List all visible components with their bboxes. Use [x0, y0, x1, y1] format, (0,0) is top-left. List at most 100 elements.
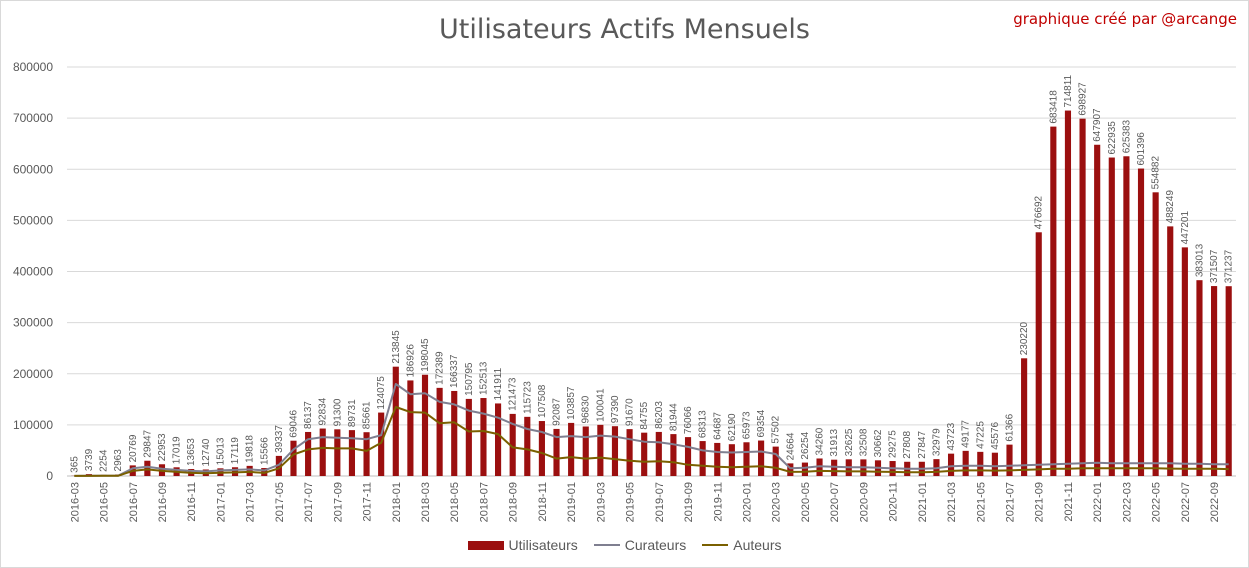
bar-utilisateurs [436, 387, 443, 476]
data-label-utilisateurs: 39337 [274, 425, 285, 453]
data-label-utilisateurs: 2963 [113, 449, 124, 472]
data-label-utilisateurs: 91670 [625, 398, 636, 426]
data-label-utilisateurs: 29847 [142, 429, 153, 457]
x-tick-label: 2019-07 [654, 482, 666, 522]
bar-utilisateurs [568, 422, 575, 476]
x-tick-label: 2019-03 [595, 482, 607, 522]
data-label-utilisateurs: 32979 [931, 428, 942, 456]
bar-utilisateurs [480, 398, 487, 476]
data-label-utilisateurs: 76066 [683, 406, 694, 434]
bar-utilisateurs [772, 446, 779, 476]
chart-credit: graphique créé par @arcange [1013, 10, 1237, 28]
bar-utilisateurs [378, 412, 385, 476]
x-tick-label: 2017-03 [245, 482, 257, 522]
data-label-utilisateurs: 86203 [654, 401, 665, 429]
data-label-utilisateurs: 371507 [1209, 249, 1220, 283]
data-label-utilisateurs: 683418 [1048, 90, 1059, 124]
bar-utilisateurs [465, 398, 472, 476]
data-label-utilisateurs: 27847 [917, 431, 928, 459]
bar-utilisateurs [275, 455, 282, 476]
bar-utilisateurs [758, 440, 765, 476]
bar-utilisateurs [1064, 110, 1072, 476]
legend-swatch-authors [702, 544, 729, 546]
bar-utilisateurs [611, 426, 619, 476]
data-label-utilisateurs: 20769 [128, 434, 139, 462]
data-label-utilisateurs: 85661 [362, 401, 373, 429]
legend-item-users: Utilisateurs [467, 537, 578, 553]
bar-utilisateurs [334, 429, 341, 476]
data-label-utilisateurs: 365 [69, 456, 80, 473]
y-tick-label: 300000 [13, 316, 53, 330]
legend-item-authors: Auteurs [702, 537, 781, 553]
bar-utilisateurs [1108, 157, 1115, 476]
x-tick-label: 2019-05 [625, 482, 637, 522]
data-label-utilisateurs: 89731 [347, 399, 358, 427]
bar-utilisateurs [597, 424, 604, 476]
x-tick-label: 2018-03 [420, 482, 432, 522]
bar-utilisateurs [144, 460, 151, 476]
bar-utilisateurs [991, 452, 998, 476]
bar-utilisateurs [582, 426, 589, 476]
bar-utilisateurs [451, 390, 458, 476]
bar-utilisateurs [1211, 286, 1218, 476]
bar-utilisateurs [348, 430, 356, 476]
data-label-utilisateurs: 96830 [581, 395, 592, 423]
x-tick-label: 2021-05 [975, 482, 987, 522]
x-tick-label: 2018-01 [391, 482, 403, 522]
data-label-utilisateurs: 100041 [595, 388, 606, 422]
x-tick-label: 2019-09 [683, 482, 695, 522]
data-label-utilisateurs: 554882 [1151, 156, 1162, 190]
data-label-utilisateurs: 17019 [172, 436, 183, 464]
x-tick-label: 2020-09 [858, 482, 870, 522]
y-tick-label: 100000 [13, 418, 53, 432]
legend-label-authors: Auteurs [733, 537, 782, 553]
data-label-utilisateurs: 97390 [610, 395, 621, 423]
bar-utilisateurs [728, 444, 735, 476]
data-label-utilisateurs: 43723 [946, 422, 957, 450]
data-label-utilisateurs: 488249 [1165, 190, 1176, 224]
data-label-utilisateurs: 34260 [815, 427, 826, 455]
data-label-utilisateurs: 647907 [1092, 108, 1103, 142]
x-tick-label: 2016-09 [157, 482, 169, 522]
data-label-utilisateurs: 15566 [259, 437, 270, 465]
y-tick-label: 500000 [13, 213, 53, 227]
x-tick-label: 2022-07 [1180, 482, 1192, 522]
data-label-utilisateurs: 152513 [478, 361, 489, 395]
bar-utilisateurs [655, 431, 662, 476]
data-label-utilisateurs: 150795 [464, 362, 475, 396]
bar-utilisateurs [641, 432, 648, 476]
y-tick-label: 200000 [13, 367, 53, 381]
data-label-utilisateurs: 92834 [318, 397, 329, 425]
data-label-utilisateurs: 45576 [990, 421, 1001, 449]
bar-utilisateurs [1035, 232, 1042, 476]
bar-utilisateurs [1152, 192, 1159, 476]
data-label-utilisateurs: 383013 [1194, 243, 1205, 277]
data-label-utilisateurs: 81944 [668, 403, 679, 431]
bar-utilisateurs [1079, 118, 1086, 476]
bar-utilisateurs [787, 463, 794, 476]
bar-utilisateurs [290, 440, 297, 476]
x-tick-label: 2020-05 [800, 482, 812, 522]
x-tick-label: 2021-03 [946, 482, 958, 522]
x-tick-label: 2022-01 [1092, 482, 1104, 522]
data-label-utilisateurs: 601396 [1136, 132, 1147, 166]
x-tick-label: 2020-07 [829, 482, 841, 522]
x-tick-label: 2016-07 [128, 482, 140, 522]
x-tick-label: 2021-07 [1005, 482, 1017, 522]
data-label-utilisateurs: 230220 [1019, 321, 1030, 355]
y-tick-label: 600000 [13, 162, 53, 176]
line-auteurs [74, 406, 1229, 477]
bar-utilisateurs [421, 374, 429, 476]
y-tick-label: 700000 [13, 111, 53, 125]
bar-utilisateurs [743, 442, 750, 476]
data-label-utilisateurs: 86137 [303, 401, 314, 429]
data-label-utilisateurs: 64687 [712, 412, 723, 440]
data-label-utilisateurs: 27808 [902, 431, 913, 459]
x-tick-label: 2021-11 [1063, 482, 1075, 522]
data-label-utilisateurs: 476692 [1034, 195, 1045, 229]
x-tick-label: 2021-01 [917, 482, 929, 522]
data-label-utilisateurs: 124075 [376, 376, 387, 410]
bar-utilisateurs [495, 403, 502, 476]
data-label-utilisateurs: 12740 [201, 438, 212, 466]
